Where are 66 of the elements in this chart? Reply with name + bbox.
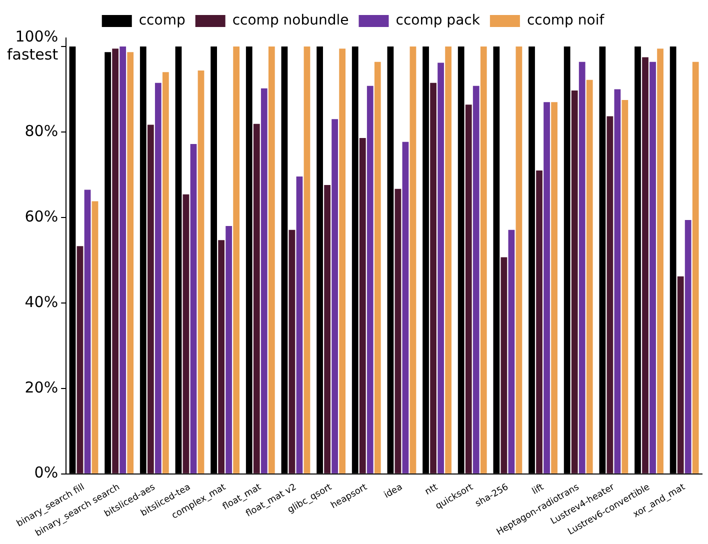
bar	[127, 52, 134, 474]
bar	[339, 48, 346, 474]
bar	[692, 62, 699, 474]
bar	[445, 46, 452, 474]
bar	[657, 48, 664, 474]
bar	[614, 89, 621, 474]
bar	[544, 102, 550, 474]
bar	[516, 46, 522, 474]
bar	[84, 190, 91, 474]
bar	[324, 184, 330, 474]
bar	[76, 246, 84, 474]
bar	[288, 230, 296, 474]
bar	[508, 230, 515, 474]
bar	[260, 88, 268, 474]
bar	[253, 124, 260, 474]
legend-label: ccomp noif	[526, 12, 606, 29]
bar	[606, 116, 614, 474]
bar	[402, 142, 409, 474]
bar	[536, 170, 542, 474]
bar	[112, 48, 119, 474]
x-tick-label: ntt	[424, 482, 440, 498]
bar	[332, 119, 338, 474]
bar	[92, 201, 98, 474]
bar	[571, 90, 578, 474]
bar	[465, 104, 472, 474]
y-tick-label: 100% fastest	[7, 27, 58, 64]
bar	[218, 240, 225, 474]
legend-label: ccomp pack	[396, 12, 481, 29]
bar	[154, 82, 162, 474]
bar	[677, 276, 684, 474]
bar	[198, 70, 204, 474]
bar	[162, 72, 169, 474]
y-tick-label: 80%	[24, 122, 58, 140]
bar	[500, 257, 508, 474]
y-tick-label: 0%	[34, 464, 58, 482]
bar	[430, 82, 436, 474]
bar	[233, 46, 240, 474]
bar	[586, 80, 593, 474]
bar	[438, 62, 444, 474]
bar	[147, 124, 154, 474]
bar	[359, 138, 366, 474]
bar	[296, 176, 303, 474]
x-tick-label: idea	[382, 482, 404, 501]
bar	[120, 46, 126, 474]
bar	[480, 46, 487, 474]
bar	[551, 102, 558, 474]
legend-label: ccomp	[138, 12, 186, 29]
bar	[472, 86, 480, 474]
bar	[578, 62, 586, 474]
y-tick-label: 40%	[24, 292, 58, 311]
bar	[410, 46, 416, 474]
bar	[374, 62, 381, 474]
y-tick-label: 60%	[24, 207, 58, 226]
bar	[226, 226, 232, 474]
bar	[650, 62, 656, 474]
bar	[182, 194, 190, 474]
bar	[268, 46, 275, 474]
bar	[394, 188, 402, 474]
bar	[366, 86, 374, 474]
bar	[642, 57, 648, 474]
bar	[190, 144, 197, 474]
bar	[622, 100, 628, 474]
bar	[304, 46, 310, 474]
legend-label: ccomp nobundle	[232, 12, 349, 29]
bar	[684, 220, 692, 474]
y-tick-label: 20%	[24, 378, 58, 396]
